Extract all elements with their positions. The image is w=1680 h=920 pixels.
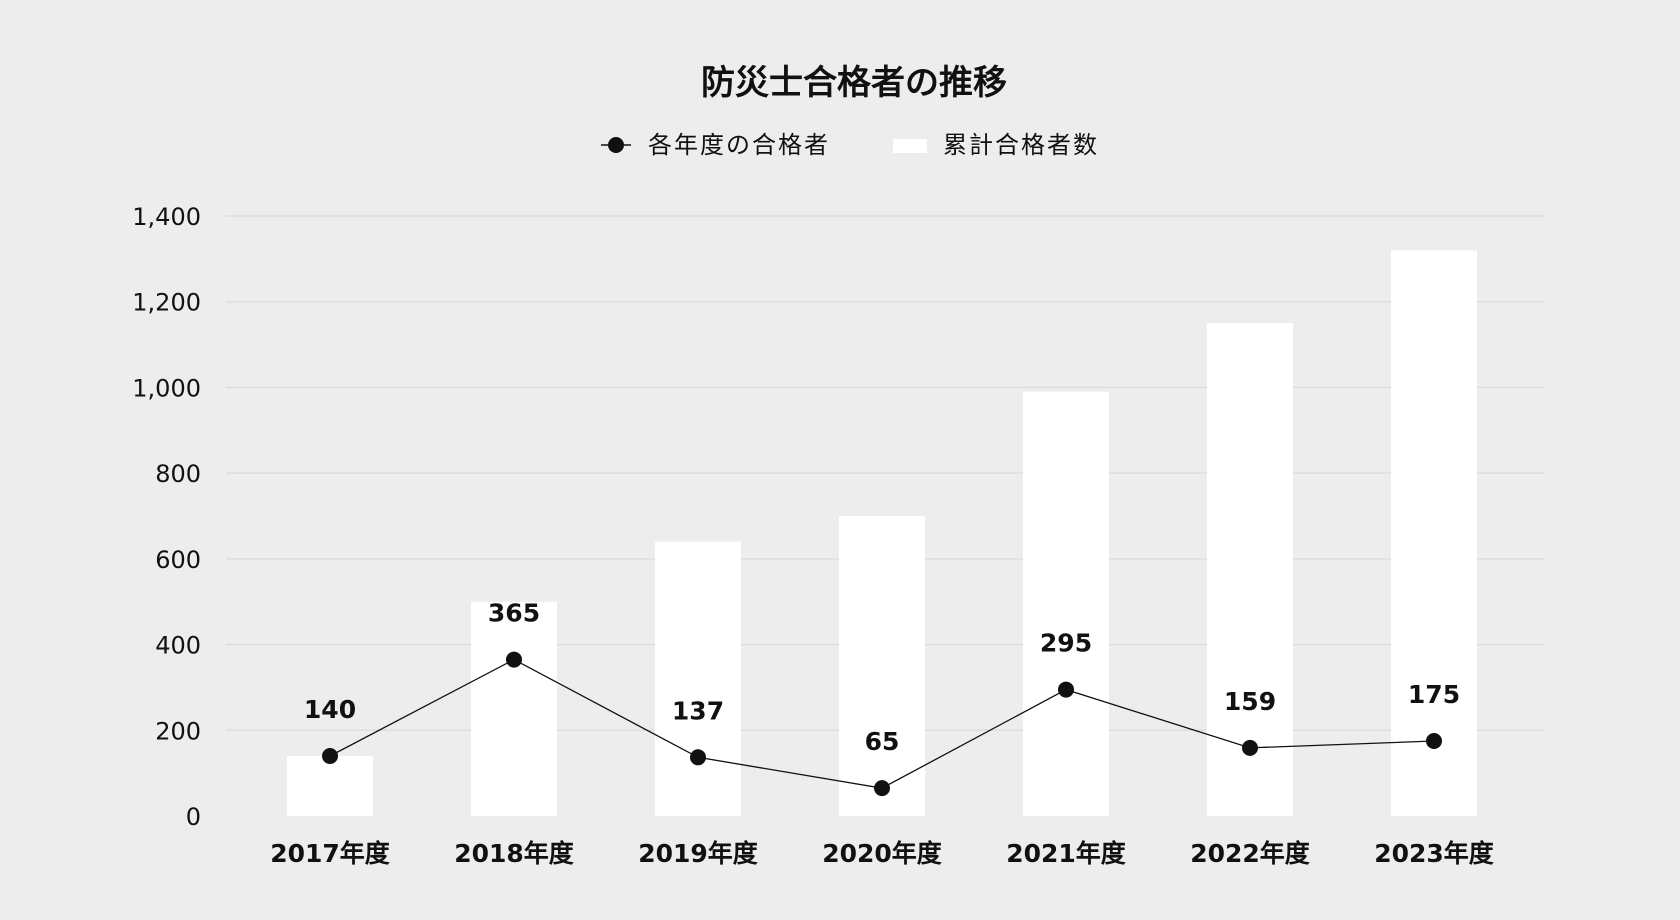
x-tick-label: 2018年度	[454, 839, 574, 868]
x-tick-label: 2022年度	[1190, 839, 1310, 868]
data-label: 65	[865, 727, 900, 756]
y-tick-label: 800	[155, 460, 201, 488]
x-tick-label: 2019年度	[638, 839, 758, 868]
line-point	[874, 780, 890, 797]
line-point	[506, 651, 522, 668]
bar	[655, 541, 741, 816]
data-label: 137	[672, 696, 724, 725]
x-tick-label: 2020年度	[822, 839, 942, 868]
y-tick-label: 600	[155, 546, 201, 574]
line-point	[690, 749, 706, 766]
data-label: 175	[1408, 680, 1460, 709]
data-label: 295	[1040, 629, 1092, 658]
line-point	[1242, 739, 1258, 756]
x-tick-label: 2017年度	[270, 839, 390, 868]
legend-label-cumulative: 累計合格者数	[943, 131, 1099, 159]
line-point	[1058, 681, 1074, 698]
y-axis-ticks: 0 200 400 600 800 1,000 1,200 1,400	[132, 203, 201, 831]
y-tick-label: 1,000	[132, 374, 201, 402]
x-tick-label: 2023年度	[1374, 839, 1494, 868]
bar-series	[287, 250, 1477, 817]
legend-line-marker-dot	[608, 137, 624, 153]
y-tick-label: 1,200	[132, 289, 201, 317]
legend-label-annual: 各年度の合格者	[648, 131, 830, 159]
chart-title: 防災士合格者の推移	[701, 63, 1007, 103]
line-point	[322, 748, 338, 764]
bar	[1023, 391, 1109, 816]
bar	[1207, 323, 1293, 816]
y-tick-label: 200	[155, 717, 201, 745]
x-tick-label: 2021年度	[1006, 839, 1126, 868]
data-label: 140	[304, 695, 356, 724]
y-tick-label: 1,400	[132, 203, 201, 231]
line-series: 140 365 137 65 295 159 175	[304, 599, 1460, 797]
bar	[471, 601, 557, 816]
x-axis-ticks: 2017年度 2018年度 2019年度 2020年度 2021年度 2022年度 2023…	[270, 839, 1494, 868]
legend: 各年度の合格者 累計合格者数	[601, 131, 1099, 159]
bar	[839, 516, 925, 816]
line-point	[1426, 733, 1442, 749]
y-tick-label: 400	[155, 632, 201, 660]
y-tick-label: 0	[186, 803, 201, 831]
data-label: 365	[488, 599, 540, 628]
legend-bar-swatch	[893, 139, 927, 153]
bar	[287, 756, 373, 816]
data-label: 159	[1224, 687, 1276, 716]
bar	[1391, 250, 1477, 817]
